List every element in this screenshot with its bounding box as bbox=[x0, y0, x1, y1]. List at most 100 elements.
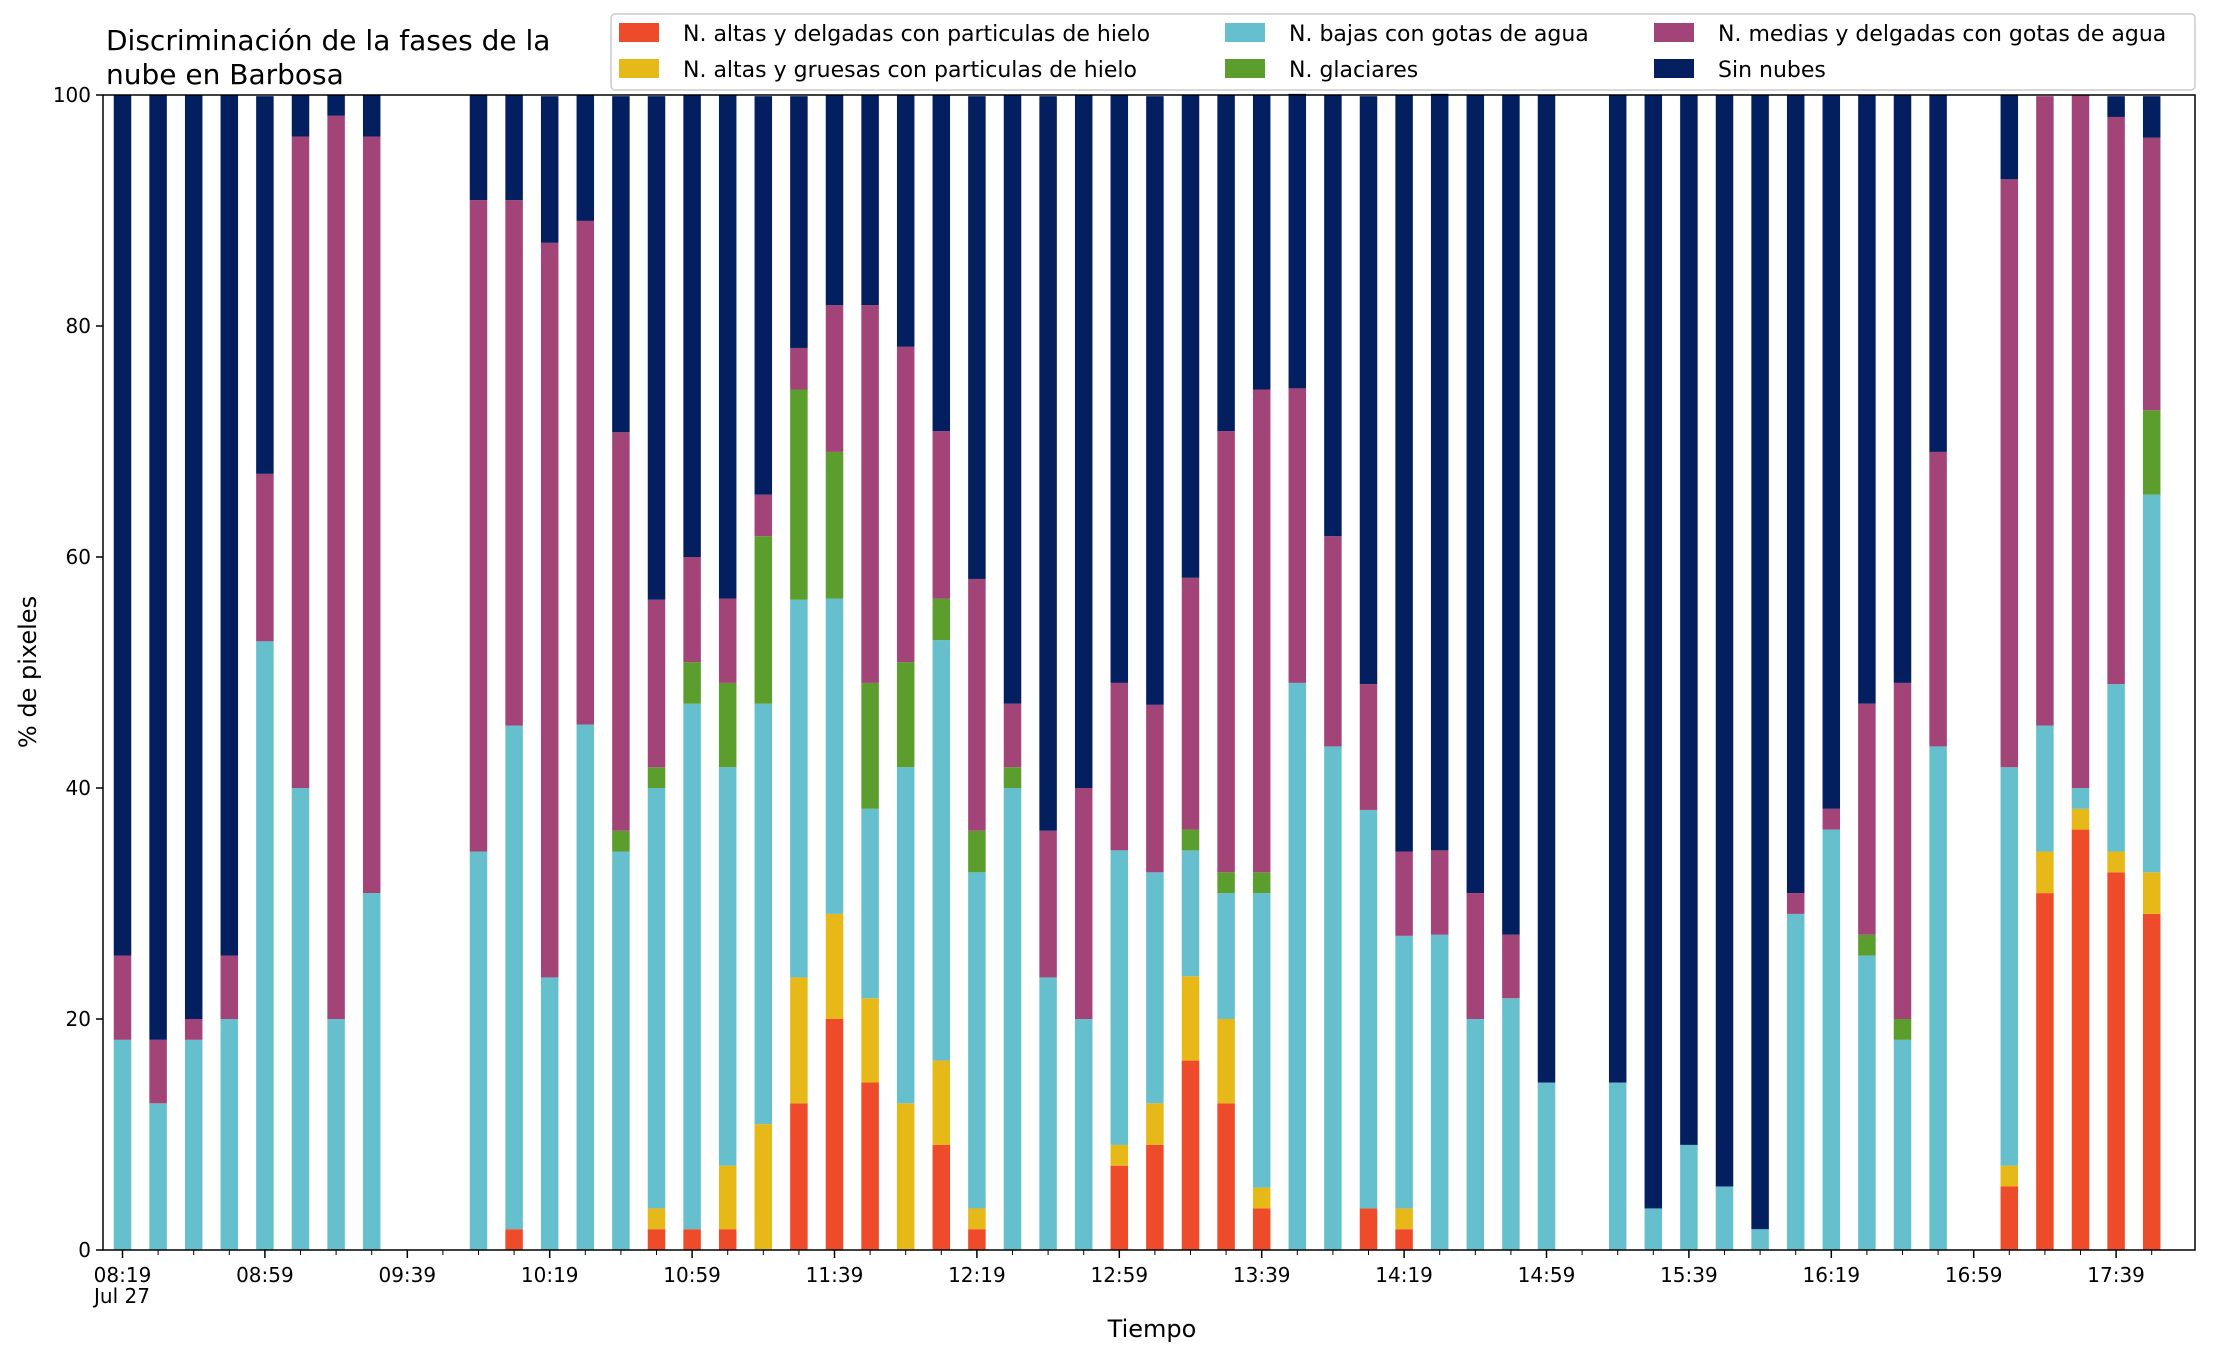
bar-segment-5-42 bbox=[1608, 95, 1627, 1083]
bar-segment-2-20 bbox=[825, 598, 844, 914]
x-tick-label-1659: 16:59 bbox=[1945, 1263, 2003, 1287]
bar-segment-4-24 bbox=[968, 578, 986, 831]
legend-label-altas-gruesas: N. altas y gruesas con particulas de hie… bbox=[683, 58, 1137, 83]
x-axis-label: Tiempo bbox=[1107, 1315, 1197, 1343]
bar-segment-3-24 bbox=[968, 830, 986, 873]
bar-segment-3-20 bbox=[825, 451, 844, 599]
bar-segment-2-43 bbox=[1644, 1208, 1663, 1250]
bar-segment-0-53 bbox=[2000, 1186, 2019, 1250]
bar-segment-0-19 bbox=[790, 1103, 808, 1250]
bar-segment-2-25 bbox=[1003, 788, 1022, 1250]
bar-segment-5-28 bbox=[1110, 95, 1129, 683]
bar-segment-4-4 bbox=[256, 473, 274, 642]
x-tick-label-1619: 16:19 bbox=[1802, 1263, 1860, 1287]
bar-segment-0-28 bbox=[1110, 1165, 1129, 1250]
bar-segment-2-13 bbox=[576, 724, 595, 1250]
bar-segment-5-1 bbox=[149, 95, 167, 1040]
bars-layer bbox=[113, 93, 2161, 1250]
bar-segment-1-54 bbox=[2036, 851, 2054, 894]
bar-segment-0-36 bbox=[1395, 1229, 1413, 1250]
bar-segment-5-39 bbox=[1502, 95, 1520, 935]
bar-segment-2-6 bbox=[327, 1019, 345, 1250]
bar-segment-5-23 bbox=[932, 95, 951, 432]
bar-segment-2-44 bbox=[1680, 1144, 1698, 1250]
bar-segment-1-22 bbox=[896, 1103, 915, 1250]
bar-segment-4-2 bbox=[184, 1019, 203, 1040]
bar-segment-4-28 bbox=[1110, 682, 1129, 851]
legend-label-sin-nubes: Sin nubes bbox=[1718, 58, 1826, 83]
bar-segment-2-34 bbox=[1324, 746, 1342, 1250]
bar-segment-5-2 bbox=[184, 95, 203, 1019]
bar-segment-2-54 bbox=[2036, 725, 2054, 852]
bar-segment-3-32 bbox=[1252, 872, 1271, 894]
bar-segment-0-24 bbox=[968, 1229, 986, 1250]
bar-segment-5-49 bbox=[1858, 95, 1876, 704]
bar-segment-5-19 bbox=[790, 96, 808, 348]
bar-segment-5-48 bbox=[1822, 95, 1841, 809]
bar-segment-5-44 bbox=[1680, 95, 1698, 1145]
bar-segment-2-48 bbox=[1822, 829, 1841, 1250]
bar-segment-5-3 bbox=[220, 95, 239, 956]
bar-segment-0-57 bbox=[2142, 913, 2161, 1250]
bar-segment-3-31 bbox=[1217, 872, 1235, 894]
bar-segment-4-18 bbox=[754, 494, 773, 537]
plot-frame bbox=[102, 94, 2196, 1251]
bar-segment-5-27 bbox=[1074, 95, 1093, 788]
bar-segment-1-20 bbox=[825, 913, 844, 1019]
bar-segment-0-11 bbox=[505, 1229, 523, 1250]
bar-segment-2-56 bbox=[2107, 684, 2125, 852]
bar-segment-5-30 bbox=[1181, 95, 1200, 578]
bar-segment-1-56 bbox=[2107, 851, 2125, 873]
bar-segment-4-48 bbox=[1822, 808, 1841, 830]
bar-segment-1-23 bbox=[932, 1060, 951, 1145]
bar-segment-5-57 bbox=[2142, 96, 2161, 138]
bar-segment-2-35 bbox=[1359, 809, 1378, 1209]
bar-segment-3-30 bbox=[1181, 829, 1200, 851]
bar-segment-5-46 bbox=[1751, 95, 1769, 1230]
x-tick-label-1259: 12:59 bbox=[1090, 1263, 1148, 1287]
bar-segment-4-47 bbox=[1786, 893, 1805, 914]
bar-segment-1-36 bbox=[1395, 1208, 1413, 1230]
legend: N. altas y delgadas con particulas de hi… bbox=[610, 13, 2196, 91]
bar-segment-5-14 bbox=[612, 96, 630, 433]
x-tick-label-1419: 14:19 bbox=[1375, 1263, 1433, 1287]
y-axis: 0 20 40 60 80 100 bbox=[53, 83, 103, 1262]
bar-segment-4-13 bbox=[576, 220, 595, 725]
bar-segment-5-17 bbox=[718, 95, 737, 599]
bar-segment-4-6 bbox=[327, 115, 345, 1020]
bar-segment-5-10 bbox=[469, 95, 488, 201]
bar-segment-3-25 bbox=[1003, 767, 1022, 788]
x-tick-label-1539: 15:39 bbox=[1660, 1263, 1718, 1287]
bar-segment-2-16 bbox=[683, 703, 701, 1230]
bar-segment-1-28 bbox=[1110, 1144, 1129, 1166]
bar-segment-1-19 bbox=[790, 977, 808, 1104]
bar-segment-5-36 bbox=[1395, 95, 1413, 852]
bar-segment-4-26 bbox=[1039, 830, 1057, 978]
bar-segment-4-30 bbox=[1181, 577, 1200, 830]
bar-segment-2-32 bbox=[1252, 893, 1271, 1188]
bar-segment-0-21 bbox=[861, 1082, 879, 1250]
bar-segment-2-21 bbox=[861, 808, 879, 999]
bar-segment-4-1 bbox=[149, 1039, 167, 1104]
bar-segment-4-49 bbox=[1858, 703, 1876, 935]
bar-segment-2-5 bbox=[291, 788, 310, 1250]
bar-segment-2-33 bbox=[1288, 682, 1307, 1250]
bar-segment-2-4 bbox=[256, 641, 274, 1250]
bar-segment-1-30 bbox=[1181, 976, 1200, 1061]
bar-segment-5-35 bbox=[1359, 96, 1378, 685]
bar-segment-5-56 bbox=[2107, 96, 2125, 117]
x-tick-label-1059: 10:59 bbox=[663, 1263, 721, 1287]
bar-segment-2-57 bbox=[2142, 494, 2161, 873]
bar-segment-5-11 bbox=[505, 95, 523, 201]
y-axis-label: % de pixeles bbox=[14, 596, 42, 748]
bar-segment-5-33 bbox=[1288, 93, 1307, 389]
bar-segment-2-49 bbox=[1858, 955, 1876, 1250]
chart-title-line-1: Discriminación de la fases de la bbox=[106, 24, 550, 57]
bar-segment-4-14 bbox=[612, 432, 630, 831]
bar-segment-4-15 bbox=[647, 599, 666, 768]
legend-swatch-altas-delgadas bbox=[619, 23, 659, 42]
bar-segment-5-50 bbox=[1893, 95, 1912, 683]
bar-segment-2-22 bbox=[896, 767, 915, 1104]
bar-segment-2-1 bbox=[149, 1103, 167, 1250]
legend-label-bajas: N. bajas con gotas de agua bbox=[1289, 22, 1589, 47]
